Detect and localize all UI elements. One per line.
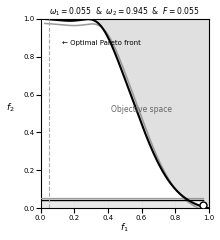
Text: Objective space: Objective space	[111, 105, 172, 114]
Title: $\omega_1 = 0.055$  &  $\omega_2 = 0.945$  &  $F = 0.055$: $\omega_1 = 0.055$ & $\omega_2 = 0.945$ …	[49, 6, 200, 18]
X-axis label: $f_1$: $f_1$	[120, 222, 129, 234]
Polygon shape	[40, 19, 209, 208]
Polygon shape	[40, 19, 209, 208]
Y-axis label: $f_2$: $f_2$	[6, 101, 15, 114]
Text: ← Optimal Pareto front: ← Optimal Pareto front	[62, 40, 141, 46]
